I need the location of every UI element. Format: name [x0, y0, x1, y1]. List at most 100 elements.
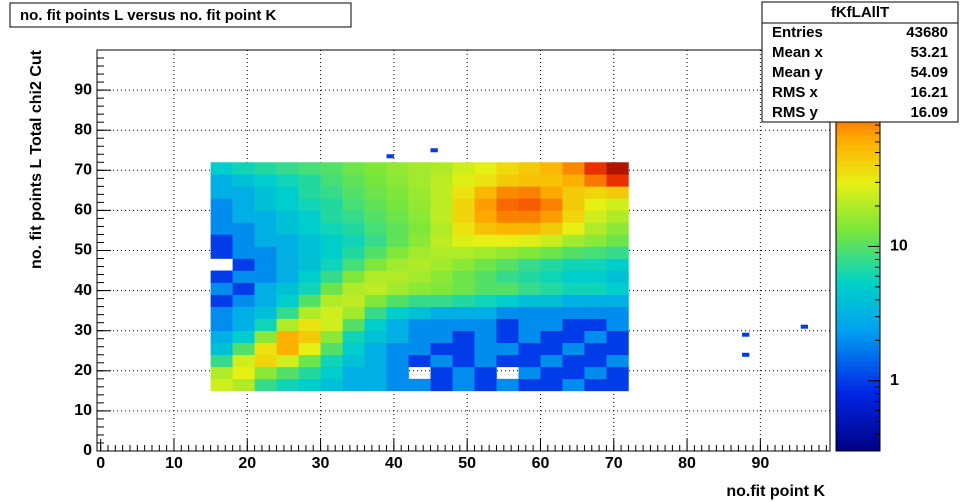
heat-cell — [254, 354, 277, 368]
heat-cell — [342, 366, 365, 380]
heat-cell — [232, 378, 255, 392]
heat-cell — [254, 234, 277, 247]
stats-label: RMS y — [772, 104, 819, 121]
heat-cell — [386, 174, 409, 187]
heat-cell — [210, 162, 233, 175]
heat-cell — [474, 330, 497, 344]
heat-cell — [364, 162, 387, 175]
palette-step — [836, 335, 880, 342]
heat-cell — [496, 174, 519, 187]
heat-cell — [562, 246, 585, 259]
heat-cell — [254, 342, 277, 356]
heat-cell — [254, 162, 277, 175]
heat-cell — [430, 148, 438, 153]
heat-cell — [298, 342, 321, 356]
heat-cell — [320, 306, 343, 319]
heat-cell — [518, 318, 541, 331]
heat-cell — [584, 186, 607, 199]
heat-cell — [584, 222, 607, 235]
heat-cell — [320, 198, 343, 211]
palette-step — [836, 445, 880, 452]
heat-cell — [584, 354, 607, 368]
heat-cell — [232, 330, 255, 344]
heat-cell — [496, 342, 519, 356]
y-tick-label: 40 — [74, 282, 92, 299]
palette-step — [836, 355, 880, 362]
palette-step — [836, 410, 880, 417]
heat-cell — [452, 198, 475, 211]
heat-cell — [540, 174, 563, 187]
heat-cell — [606, 294, 629, 307]
heat-cell — [342, 162, 365, 175]
palette-step — [836, 395, 880, 402]
heat-cell — [562, 318, 585, 331]
heat-cell — [298, 378, 321, 392]
heat-cell — [540, 234, 563, 247]
palette-step — [836, 230, 880, 236]
heat-cell — [232, 258, 255, 271]
heat-cell — [518, 342, 541, 356]
heat-cell — [320, 378, 343, 392]
palette-step — [836, 350, 880, 357]
heat-cell — [430, 246, 453, 259]
heat-cell — [452, 330, 475, 344]
palette-step — [836, 200, 880, 206]
heat-cell — [298, 186, 321, 199]
heat-cell — [452, 318, 475, 331]
heat-cell — [584, 258, 607, 271]
x-tick-label: 40 — [385, 455, 403, 472]
heat-cell — [386, 270, 409, 283]
heat-cell — [254, 318, 277, 331]
heat-cell — [496, 318, 519, 331]
heat-cell — [408, 246, 431, 259]
heat-cell — [232, 162, 255, 175]
heat-cell — [562, 186, 585, 199]
palette-step — [836, 240, 880, 246]
heat-cell — [386, 186, 409, 199]
heat-cell — [452, 258, 475, 271]
heat-cell — [540, 198, 563, 211]
palette-step — [836, 390, 880, 397]
y-tick-label: 60 — [74, 202, 92, 219]
heat-cell — [298, 282, 321, 295]
heat-cell — [386, 246, 409, 259]
heat-cell — [254, 210, 277, 223]
heat-cell — [210, 282, 233, 295]
stats-value: 16.09 — [910, 104, 948, 121]
heat-cell — [232, 174, 255, 187]
palette-step — [836, 430, 880, 437]
heat-cell — [540, 210, 563, 223]
heat-cell — [320, 222, 343, 235]
heat-cell — [430, 282, 453, 295]
heat-cell — [276, 198, 299, 211]
heat-cell — [474, 222, 497, 235]
heat-cell — [430, 306, 453, 319]
heat-cell — [386, 342, 409, 356]
heat-cell — [452, 234, 475, 247]
heat-cell — [254, 198, 277, 211]
heat-cell — [584, 330, 607, 344]
heat-cell — [606, 174, 629, 187]
heat-cell — [386, 234, 409, 247]
stats-label: Mean y — [772, 64, 824, 81]
y-tick-label: 80 — [74, 121, 92, 138]
chart-title: no. fit points L versus no. fit point K — [20, 7, 277, 24]
palette-step — [836, 320, 880, 327]
heat-cell — [232, 318, 255, 331]
heat-cell — [452, 270, 475, 283]
heat-cell — [320, 234, 343, 247]
heat-cell — [452, 210, 475, 223]
heat-cell — [562, 294, 585, 307]
palette-step — [836, 120, 880, 126]
heat-cell — [496, 330, 519, 344]
x-tick-label: 80 — [678, 455, 696, 472]
heat-cell — [430, 210, 453, 223]
heat-cell — [474, 378, 497, 392]
palette-tick-label: 10 — [890, 238, 908, 255]
heat-cell — [562, 222, 585, 235]
heat-cell — [562, 330, 585, 344]
heat-cell — [276, 222, 299, 235]
heat-cell — [584, 318, 607, 331]
heat-cell — [474, 354, 497, 368]
heat-cell — [232, 294, 255, 307]
